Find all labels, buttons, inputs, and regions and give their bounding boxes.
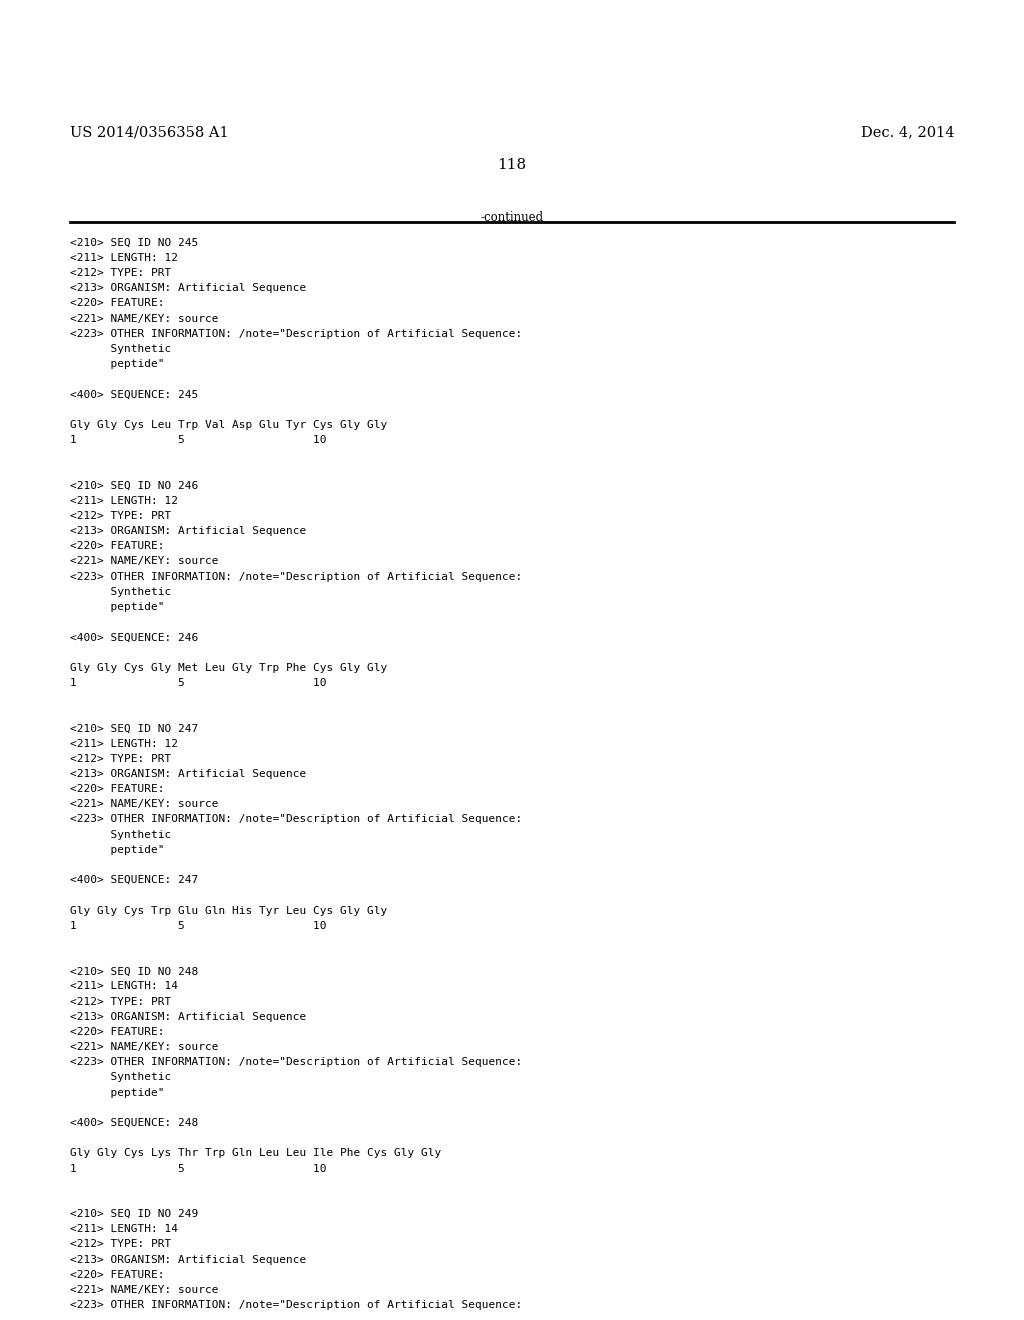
Text: -continued: -continued [480, 211, 544, 224]
Text: <220> FEATURE:: <220> FEATURE: [70, 784, 164, 795]
Text: <211> LENGTH: 12: <211> LENGTH: 12 [70, 496, 177, 506]
Text: 1               5                   10: 1 5 10 [70, 1164, 326, 1173]
Text: peptide": peptide" [70, 602, 164, 612]
Text: <221> NAME/KEY: source: <221> NAME/KEY: source [70, 800, 218, 809]
Text: <400> SEQUENCE: 248: <400> SEQUENCE: 248 [70, 1118, 198, 1129]
Text: <220> FEATURE:: <220> FEATURE: [70, 1027, 164, 1038]
Text: 1               5                   10: 1 5 10 [70, 678, 326, 688]
Text: <213> ORGANISM: Artificial Sequence: <213> ORGANISM: Artificial Sequence [70, 527, 306, 536]
Text: <220> FEATURE:: <220> FEATURE: [70, 298, 164, 309]
Text: Synthetic: Synthetic [70, 1072, 171, 1082]
Text: US 2014/0356358 A1: US 2014/0356358 A1 [70, 125, 228, 140]
Text: <213> ORGANISM: Artificial Sequence: <213> ORGANISM: Artificial Sequence [70, 1254, 306, 1265]
Text: peptide": peptide" [70, 845, 164, 855]
Text: <213> ORGANISM: Artificial Sequence: <213> ORGANISM: Artificial Sequence [70, 768, 306, 779]
Text: <210> SEQ ID NO 249: <210> SEQ ID NO 249 [70, 1209, 198, 1220]
Text: <223> OTHER INFORMATION: /note="Description of Artificial Sequence:: <223> OTHER INFORMATION: /note="Descript… [70, 1057, 522, 1068]
Text: <220> FEATURE:: <220> FEATURE: [70, 541, 164, 552]
Text: <212> TYPE: PRT: <212> TYPE: PRT [70, 268, 171, 279]
Text: Gly Gly Cys Lys Thr Trp Gln Leu Leu Ile Phe Cys Gly Gly: Gly Gly Cys Lys Thr Trp Gln Leu Leu Ile … [70, 1148, 441, 1159]
Text: <223> OTHER INFORMATION: /note="Description of Artificial Sequence:: <223> OTHER INFORMATION: /note="Descript… [70, 572, 522, 582]
Text: peptide": peptide" [70, 1088, 164, 1098]
Text: <223> OTHER INFORMATION: /note="Description of Artificial Sequence:: <223> OTHER INFORMATION: /note="Descript… [70, 329, 522, 339]
Text: 118: 118 [498, 158, 526, 173]
Text: peptide": peptide" [70, 359, 164, 370]
Text: Gly Gly Cys Leu Trp Val Asp Glu Tyr Cys Gly Gly: Gly Gly Cys Leu Trp Val Asp Glu Tyr Cys … [70, 420, 387, 430]
Text: <210> SEQ ID NO 247: <210> SEQ ID NO 247 [70, 723, 198, 734]
Text: <211> LENGTH: 12: <211> LENGTH: 12 [70, 253, 177, 263]
Text: <223> OTHER INFORMATION: /note="Description of Artificial Sequence:: <223> OTHER INFORMATION: /note="Descript… [70, 1300, 522, 1311]
Text: <221> NAME/KEY: source: <221> NAME/KEY: source [70, 557, 218, 566]
Text: <220> FEATURE:: <220> FEATURE: [70, 1270, 164, 1280]
Text: <400> SEQUENCE: 245: <400> SEQUENCE: 245 [70, 389, 198, 400]
Text: <211> LENGTH: 14: <211> LENGTH: 14 [70, 1225, 177, 1234]
Text: <221> NAME/KEY: source: <221> NAME/KEY: source [70, 314, 218, 323]
Text: Synthetic: Synthetic [70, 830, 171, 840]
Text: <211> LENGTH: 14: <211> LENGTH: 14 [70, 982, 177, 991]
Text: <212> TYPE: PRT: <212> TYPE: PRT [70, 754, 171, 764]
Text: <211> LENGTH: 12: <211> LENGTH: 12 [70, 739, 177, 748]
Text: <212> TYPE: PRT: <212> TYPE: PRT [70, 997, 171, 1007]
Text: <400> SEQUENCE: 246: <400> SEQUENCE: 246 [70, 632, 198, 643]
Text: <221> NAME/KEY: source: <221> NAME/KEY: source [70, 1043, 218, 1052]
Text: Synthetic: Synthetic [70, 587, 171, 597]
Text: <210> SEQ ID NO 246: <210> SEQ ID NO 246 [70, 480, 198, 491]
Text: <213> ORGANISM: Artificial Sequence: <213> ORGANISM: Artificial Sequence [70, 284, 306, 293]
Text: <221> NAME/KEY: source: <221> NAME/KEY: source [70, 1286, 218, 1295]
Text: 1               5                   10: 1 5 10 [70, 921, 326, 931]
Text: Gly Gly Cys Gly Met Leu Gly Trp Phe Cys Gly Gly: Gly Gly Cys Gly Met Leu Gly Trp Phe Cys … [70, 663, 387, 673]
Text: <400> SEQUENCE: 247: <400> SEQUENCE: 247 [70, 875, 198, 886]
Text: <212> TYPE: PRT: <212> TYPE: PRT [70, 1239, 171, 1250]
Text: Synthetic: Synthetic [70, 345, 171, 354]
Text: <213> ORGANISM: Artificial Sequence: <213> ORGANISM: Artificial Sequence [70, 1012, 306, 1022]
Text: <210> SEQ ID NO 248: <210> SEQ ID NO 248 [70, 966, 198, 977]
Text: 1               5                   10: 1 5 10 [70, 436, 326, 445]
Text: <223> OTHER INFORMATION: /note="Description of Artificial Sequence:: <223> OTHER INFORMATION: /note="Descript… [70, 814, 522, 825]
Text: Gly Gly Cys Trp Glu Gln His Tyr Leu Cys Gly Gly: Gly Gly Cys Trp Glu Gln His Tyr Leu Cys … [70, 906, 387, 916]
Text: Dec. 4, 2014: Dec. 4, 2014 [861, 125, 954, 140]
Text: <210> SEQ ID NO 245: <210> SEQ ID NO 245 [70, 238, 198, 248]
Text: <212> TYPE: PRT: <212> TYPE: PRT [70, 511, 171, 521]
